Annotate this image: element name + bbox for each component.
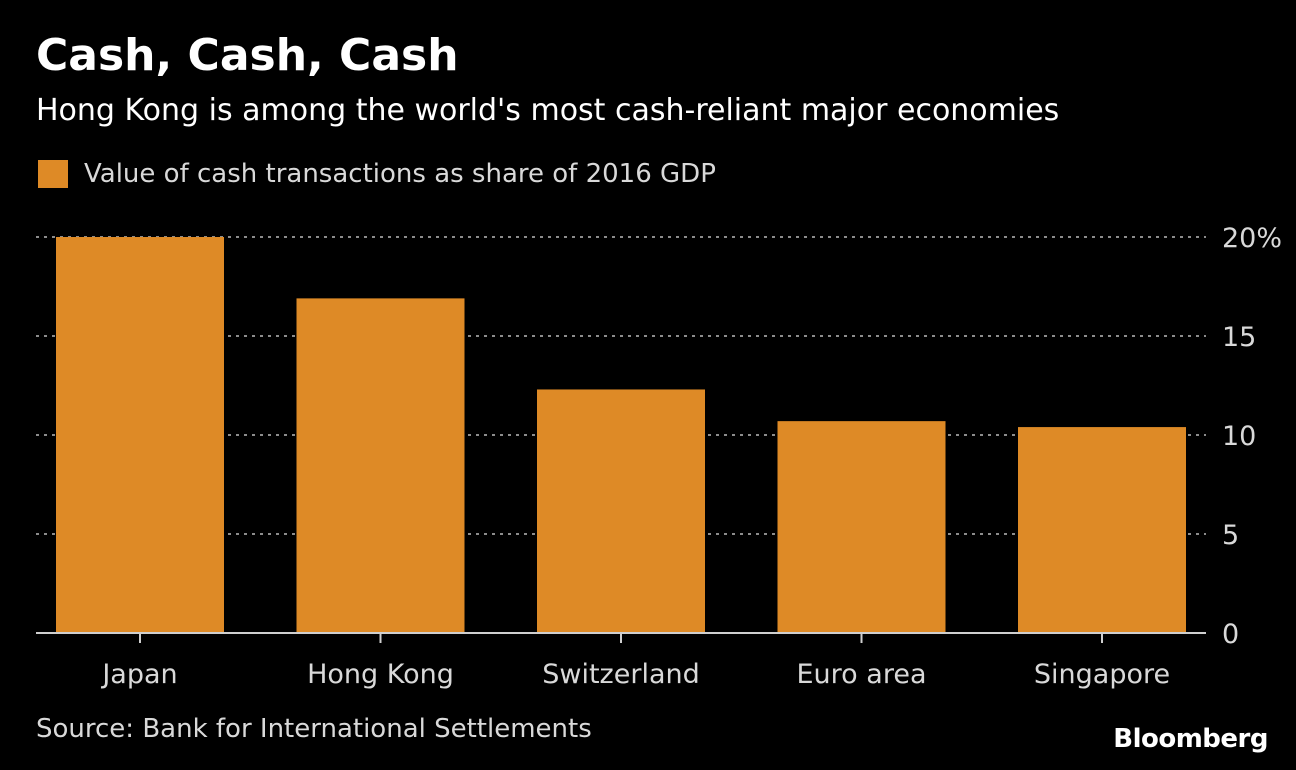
x-tick-labels: Japan Hong Kong Switzerland Euro area Singap… <box>100 659 1170 690</box>
x-tick-label: Japan <box>100 659 177 690</box>
legend-swatch <box>38 160 68 188</box>
x-tick-label: Hong Kong <box>307 659 454 690</box>
legend: Value of cash transactions as share of 2… <box>38 158 716 190</box>
bloomberg-logo: Bloomberg <box>1113 724 1268 754</box>
bar-singapore <box>1018 427 1186 633</box>
chart-title: Cash, Cash, Cash <box>36 30 459 81</box>
bar-hong-kong <box>296 298 465 633</box>
bar-euro-area <box>777 421 946 633</box>
source-note: Source: Bank for International Settlemen… <box>36 714 592 744</box>
y-tick-label: 15 <box>1222 322 1256 353</box>
x-tick-label: Switzerland <box>542 659 700 690</box>
y-tick-labels: 0 5 10 15 20% <box>1222 223 1282 650</box>
x-tick-label: Singapore <box>1034 659 1170 690</box>
bars <box>56 237 1186 633</box>
y-tick-label: 10 <box>1222 421 1256 452</box>
y-tick-label: 20% <box>1222 223 1282 254</box>
x-axis <box>36 632 1206 643</box>
bar-switzerland <box>537 389 705 633</box>
x-tick-label: Euro area <box>797 659 927 690</box>
chart-subtitle: Hong Kong is among the world's most cash… <box>36 93 1060 128</box>
y-tick-label: 5 <box>1222 520 1239 551</box>
legend-label: Value of cash transactions as share of 2… <box>84 159 716 189</box>
y-tick-label: 0 <box>1222 619 1239 650</box>
bar-japan <box>56 237 224 633</box>
